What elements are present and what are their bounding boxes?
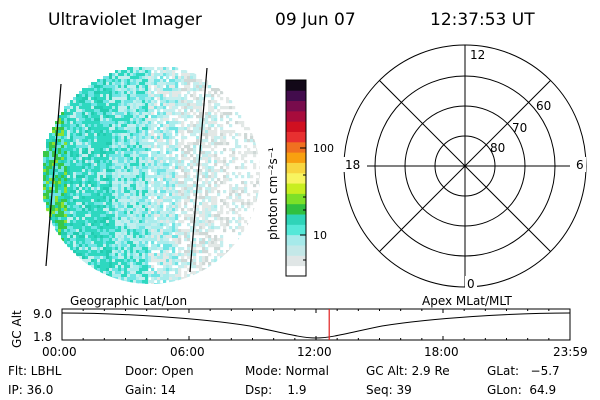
instrument-title: Ultraviolet Imager — [48, 10, 202, 30]
colorbar-cell — [286, 152, 306, 163]
colorbar-unit-label: photon cm⁻²s⁻¹ — [266, 147, 280, 240]
apex-coords-label: Apex MLat/MLT — [422, 294, 512, 308]
observation-date: 09 Jun 07 — [275, 10, 356, 30]
colorbar-cell — [286, 255, 306, 267]
colorbar-cells — [286, 80, 306, 277]
mlt-label-18: 18 — [345, 158, 360, 172]
gc-alt-readout: GC Alt: 2.9 Re — [366, 364, 450, 378]
colorbar-cell — [286, 110, 306, 122]
x-tick-1200: 12:00 — [297, 345, 332, 359]
earth-uv-image — [43, 67, 260, 284]
dsp-readout: Dsp: 1.9 — [245, 383, 307, 397]
status-panel: Flt: LBHL IP: 36.0 Door: Open Gain: 14 M… — [8, 364, 560, 397]
colorbar-frame — [285, 79, 307, 277]
geographic-coords-label: Geographic Lat/Lon — [70, 294, 187, 308]
colorbar-cell — [286, 80, 306, 91]
mode-readout: Mode: Normal — [245, 364, 329, 378]
image-boundary-line-right — [189, 67, 208, 273]
colorbar-cell — [286, 90, 306, 102]
mlt-label-12: 12 — [470, 48, 485, 62]
colorbar-cell — [286, 121, 306, 132]
glat-readout: GLat: −5.7 — [487, 364, 560, 378]
mlt-label-0: 0 — [467, 277, 475, 291]
colorbar-cell — [286, 265, 306, 277]
colorbar-cell — [286, 172, 306, 184]
colorbar-cell — [286, 224, 306, 236]
lat-label-70: 70 — [512, 121, 527, 135]
colorbar-cell — [286, 141, 306, 153]
x-tick-2359: 23:59 — [553, 345, 588, 359]
lat-label-60: 60 — [536, 99, 551, 113]
lat-label-80: 80 — [490, 141, 505, 155]
timeline-frame — [61, 308, 571, 341]
colorbar-cell — [286, 245, 306, 256]
seq-readout: Seq: 39 — [366, 383, 412, 397]
colorbar-cell — [286, 203, 306, 215]
filter-readout: Flt: LBHL — [8, 364, 62, 378]
y-tick-max: 9.0 — [33, 307, 52, 321]
colorbar-cell — [286, 214, 306, 225]
glon-readout: GLon: 64.9 — [487, 383, 556, 397]
mlt-label-6: 6 — [576, 158, 584, 172]
intensity-colorbar: 100 10 photon cm⁻²s⁻¹ — [266, 79, 334, 277]
x-tick-0600: 06:00 — [170, 345, 205, 359]
x-tick-1800: 18:00 — [424, 345, 459, 359]
gain-readout: Gain: 14 — [125, 383, 176, 397]
colorbar-cell — [286, 183, 306, 194]
colorbar-cell — [286, 234, 306, 246]
observation-time: 12:37:53 UT — [430, 10, 535, 30]
altitude-curve — [61, 312, 571, 339]
colorbar-tick-100: 100 — [313, 142, 334, 155]
ip-readout: IP: 36.0 — [8, 383, 53, 397]
colorbar-tick-10: 10 — [313, 229, 327, 242]
colorbar-cell — [286, 100, 306, 112]
colorbar-cell — [286, 131, 306, 143]
orbit-timeline: Geographic Lat/Lon Apex MLat/MLT GC Alt … — [10, 294, 588, 359]
gc-alt-axis-label: GC Alt — [10, 310, 24, 348]
door-readout: Door: Open — [125, 364, 194, 378]
polar-grid: 12 18 6 0 60 70 80 — [343, 44, 587, 291]
y-tick-min: 1.8 — [33, 330, 52, 344]
image-boundary-line-left — [45, 83, 62, 267]
colorbar-cell — [286, 162, 306, 174]
x-tick-0000: 00:00 — [42, 345, 77, 359]
colorbar-cell — [286, 193, 306, 205]
